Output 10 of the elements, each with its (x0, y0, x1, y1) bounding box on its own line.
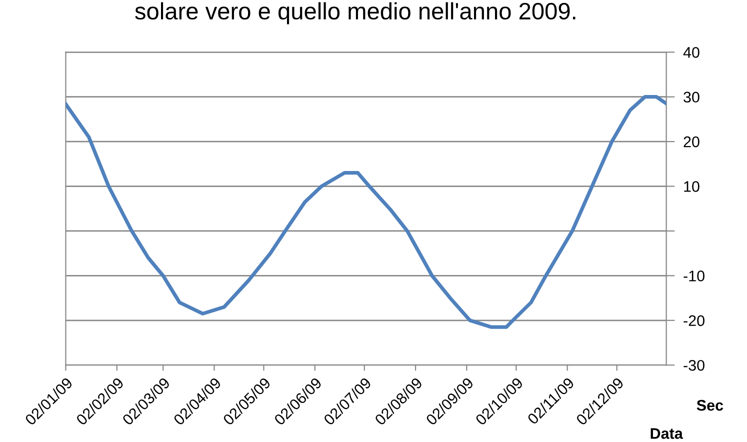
y-tick-label: -20 (684, 315, 704, 326)
x-axis-title: Data (650, 428, 683, 439)
y-tick-label: 10 (684, 181, 700, 192)
chart-title: solare vero e quello medio nell'anno 2009. (135, 2, 576, 24)
y-tick-label: 40 (683, 47, 700, 58)
y-tick-label: -30 (684, 360, 704, 371)
y-tick-label: 20 (684, 136, 700, 148)
y-tick-label: -10 (684, 270, 704, 282)
y-axis-title: Sec (696, 400, 724, 411)
y-tick-label: 30 (684, 92, 700, 103)
